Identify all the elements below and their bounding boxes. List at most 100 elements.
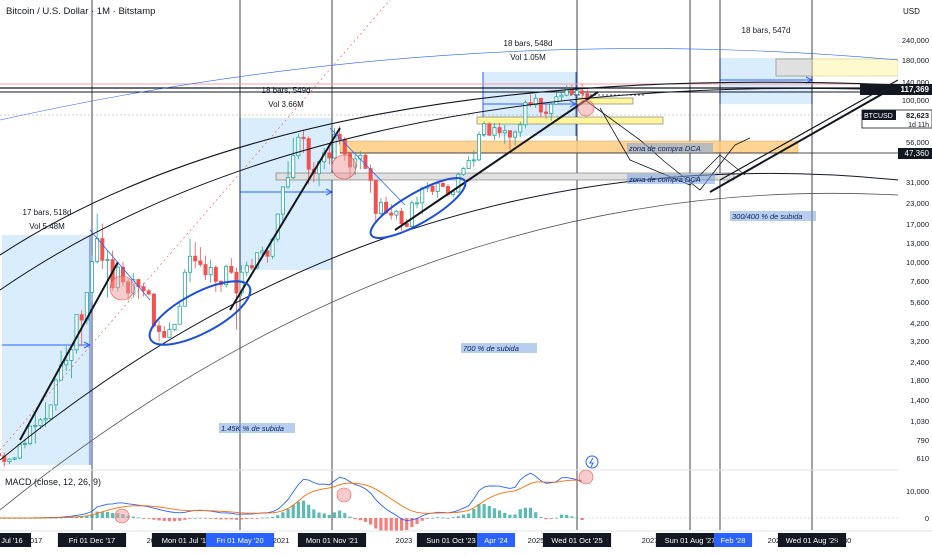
candle-body (327, 152, 332, 159)
candle-body (48, 404, 53, 419)
macd-histogram-bar (245, 518, 249, 520)
price-tick: 5,600 (910, 298, 929, 307)
time-label-bg (476, 533, 516, 547)
arc-lower-2 (0, 192, 899, 511)
macd-histogram-bar (95, 511, 99, 518)
time-label: Apr '24 (484, 536, 508, 545)
candle-body (409, 202, 414, 227)
price-tick: 7,600 (910, 277, 929, 286)
candle-body (33, 425, 38, 427)
gain-label-1-box (219, 423, 295, 433)
macd-histogram-bar (162, 518, 166, 521)
candle-body (569, 89, 574, 95)
candle-body (507, 130, 512, 138)
candle-body (280, 186, 285, 215)
macd-histogram-bar (482, 504, 486, 518)
trendline-5 (719, 79, 899, 181)
macd-histogram-bar (348, 516, 352, 518)
time-label: 2017 (26, 536, 43, 545)
candle-body (487, 123, 492, 136)
range-3-vol: Vol 1.05M (510, 53, 546, 62)
candle-body (389, 212, 394, 216)
macd-histogram-bar (554, 517, 558, 519)
price-tick: 17,000 (906, 220, 929, 229)
candle-body (404, 223, 409, 227)
macd-histogram-bar (85, 515, 89, 518)
time-label-bg (151, 533, 221, 547)
candle-body (12, 457, 17, 460)
candle-body (296, 136, 301, 157)
candle-body (461, 168, 466, 175)
macd-histogram-bar (338, 510, 342, 518)
candle-body (544, 111, 549, 114)
macd-histogram-bar (544, 518, 548, 520)
candle-body (554, 96, 559, 105)
zona-dca-1: zona de compra DCA (628, 144, 701, 153)
time-label-bg (542, 533, 612, 547)
candle-body (291, 155, 296, 179)
macd-histogram-bar (178, 518, 182, 521)
range-arrowhead-2 (569, 100, 578, 108)
ellipse-2023 (369, 177, 467, 239)
candle-body (564, 89, 569, 96)
time-label: Fri 01 Dec '17 (69, 536, 115, 545)
time-label-bg (205, 533, 275, 547)
arc-lower-1 (0, 172, 899, 461)
macd-pane (0, 455, 898, 532)
macd-histogram-bar (559, 514, 564, 518)
candle-body (265, 250, 270, 257)
macd-histogram-bar (430, 517, 435, 519)
candle-body (100, 238, 105, 261)
time-label: Jul '16 (1, 536, 22, 545)
macd-histogram-bar (136, 517, 141, 519)
annotations-layer: MACD (close, 12, 26, 9) 17 bars, 518d Vol … (5, 26, 816, 487)
macd-histogram-bar (322, 513, 326, 518)
candle-body (332, 133, 337, 159)
macd-histogram-bar (90, 514, 94, 518)
candle-body (549, 103, 554, 114)
price-tick: 56,000 (906, 138, 929, 147)
candle-body (575, 90, 579, 95)
macd-marker-2 (336, 487, 352, 503)
time-label: 2029 (768, 536, 785, 545)
candle-body (198, 260, 203, 265)
marker-2025 (577, 99, 595, 117)
price-tick: 140,000 (902, 78, 929, 87)
price-tick: 10,000 (906, 258, 929, 267)
price-tick: 1,800 (910, 376, 929, 385)
macd-histogram-bar (461, 514, 466, 518)
ticker-name: BTCUSD (864, 113, 893, 120)
range-arrowhead-0 (83, 341, 92, 349)
candle-body (79, 314, 84, 321)
candle-body (53, 379, 58, 406)
trendline-1 (19, 261, 119, 441)
price-tick: 13,000 (906, 239, 929, 248)
macd-histogram-bar (492, 508, 497, 518)
macd-histogram-bar (157, 518, 161, 521)
macd-histogram-bar (570, 516, 574, 518)
candle-body (141, 286, 146, 292)
range-2-vol: Vol 3.66M (268, 100, 304, 109)
price-tick: 180,000 (902, 56, 929, 65)
macd-histogram-bar (172, 518, 177, 522)
candle-body (451, 191, 456, 195)
macd-histogram-bar (270, 516, 275, 518)
macd-histogram-bar (276, 515, 280, 518)
macd-histogram-bar (229, 518, 233, 520)
macd-histogram-bar (286, 509, 290, 518)
candle-body (213, 267, 218, 282)
candle-body (208, 267, 213, 276)
candle-body (74, 314, 79, 351)
gain-label-3: 300/400 % de subida (732, 212, 802, 221)
zona-dca-1-box (627, 143, 713, 153)
macd-histogram-bar (394, 518, 399, 532)
macd-histogram-bar (534, 512, 538, 518)
candle-body (224, 265, 229, 286)
time-label: Mon 01 Jul '19 (162, 536, 211, 545)
marker-2018 (109, 275, 135, 301)
arc-upper-1 (0, 81, 899, 256)
macd-histogram-bar (167, 518, 171, 522)
gain-label-3-box (730, 211, 816, 221)
range-1-vol: Vol 5.48M (29, 222, 65, 231)
